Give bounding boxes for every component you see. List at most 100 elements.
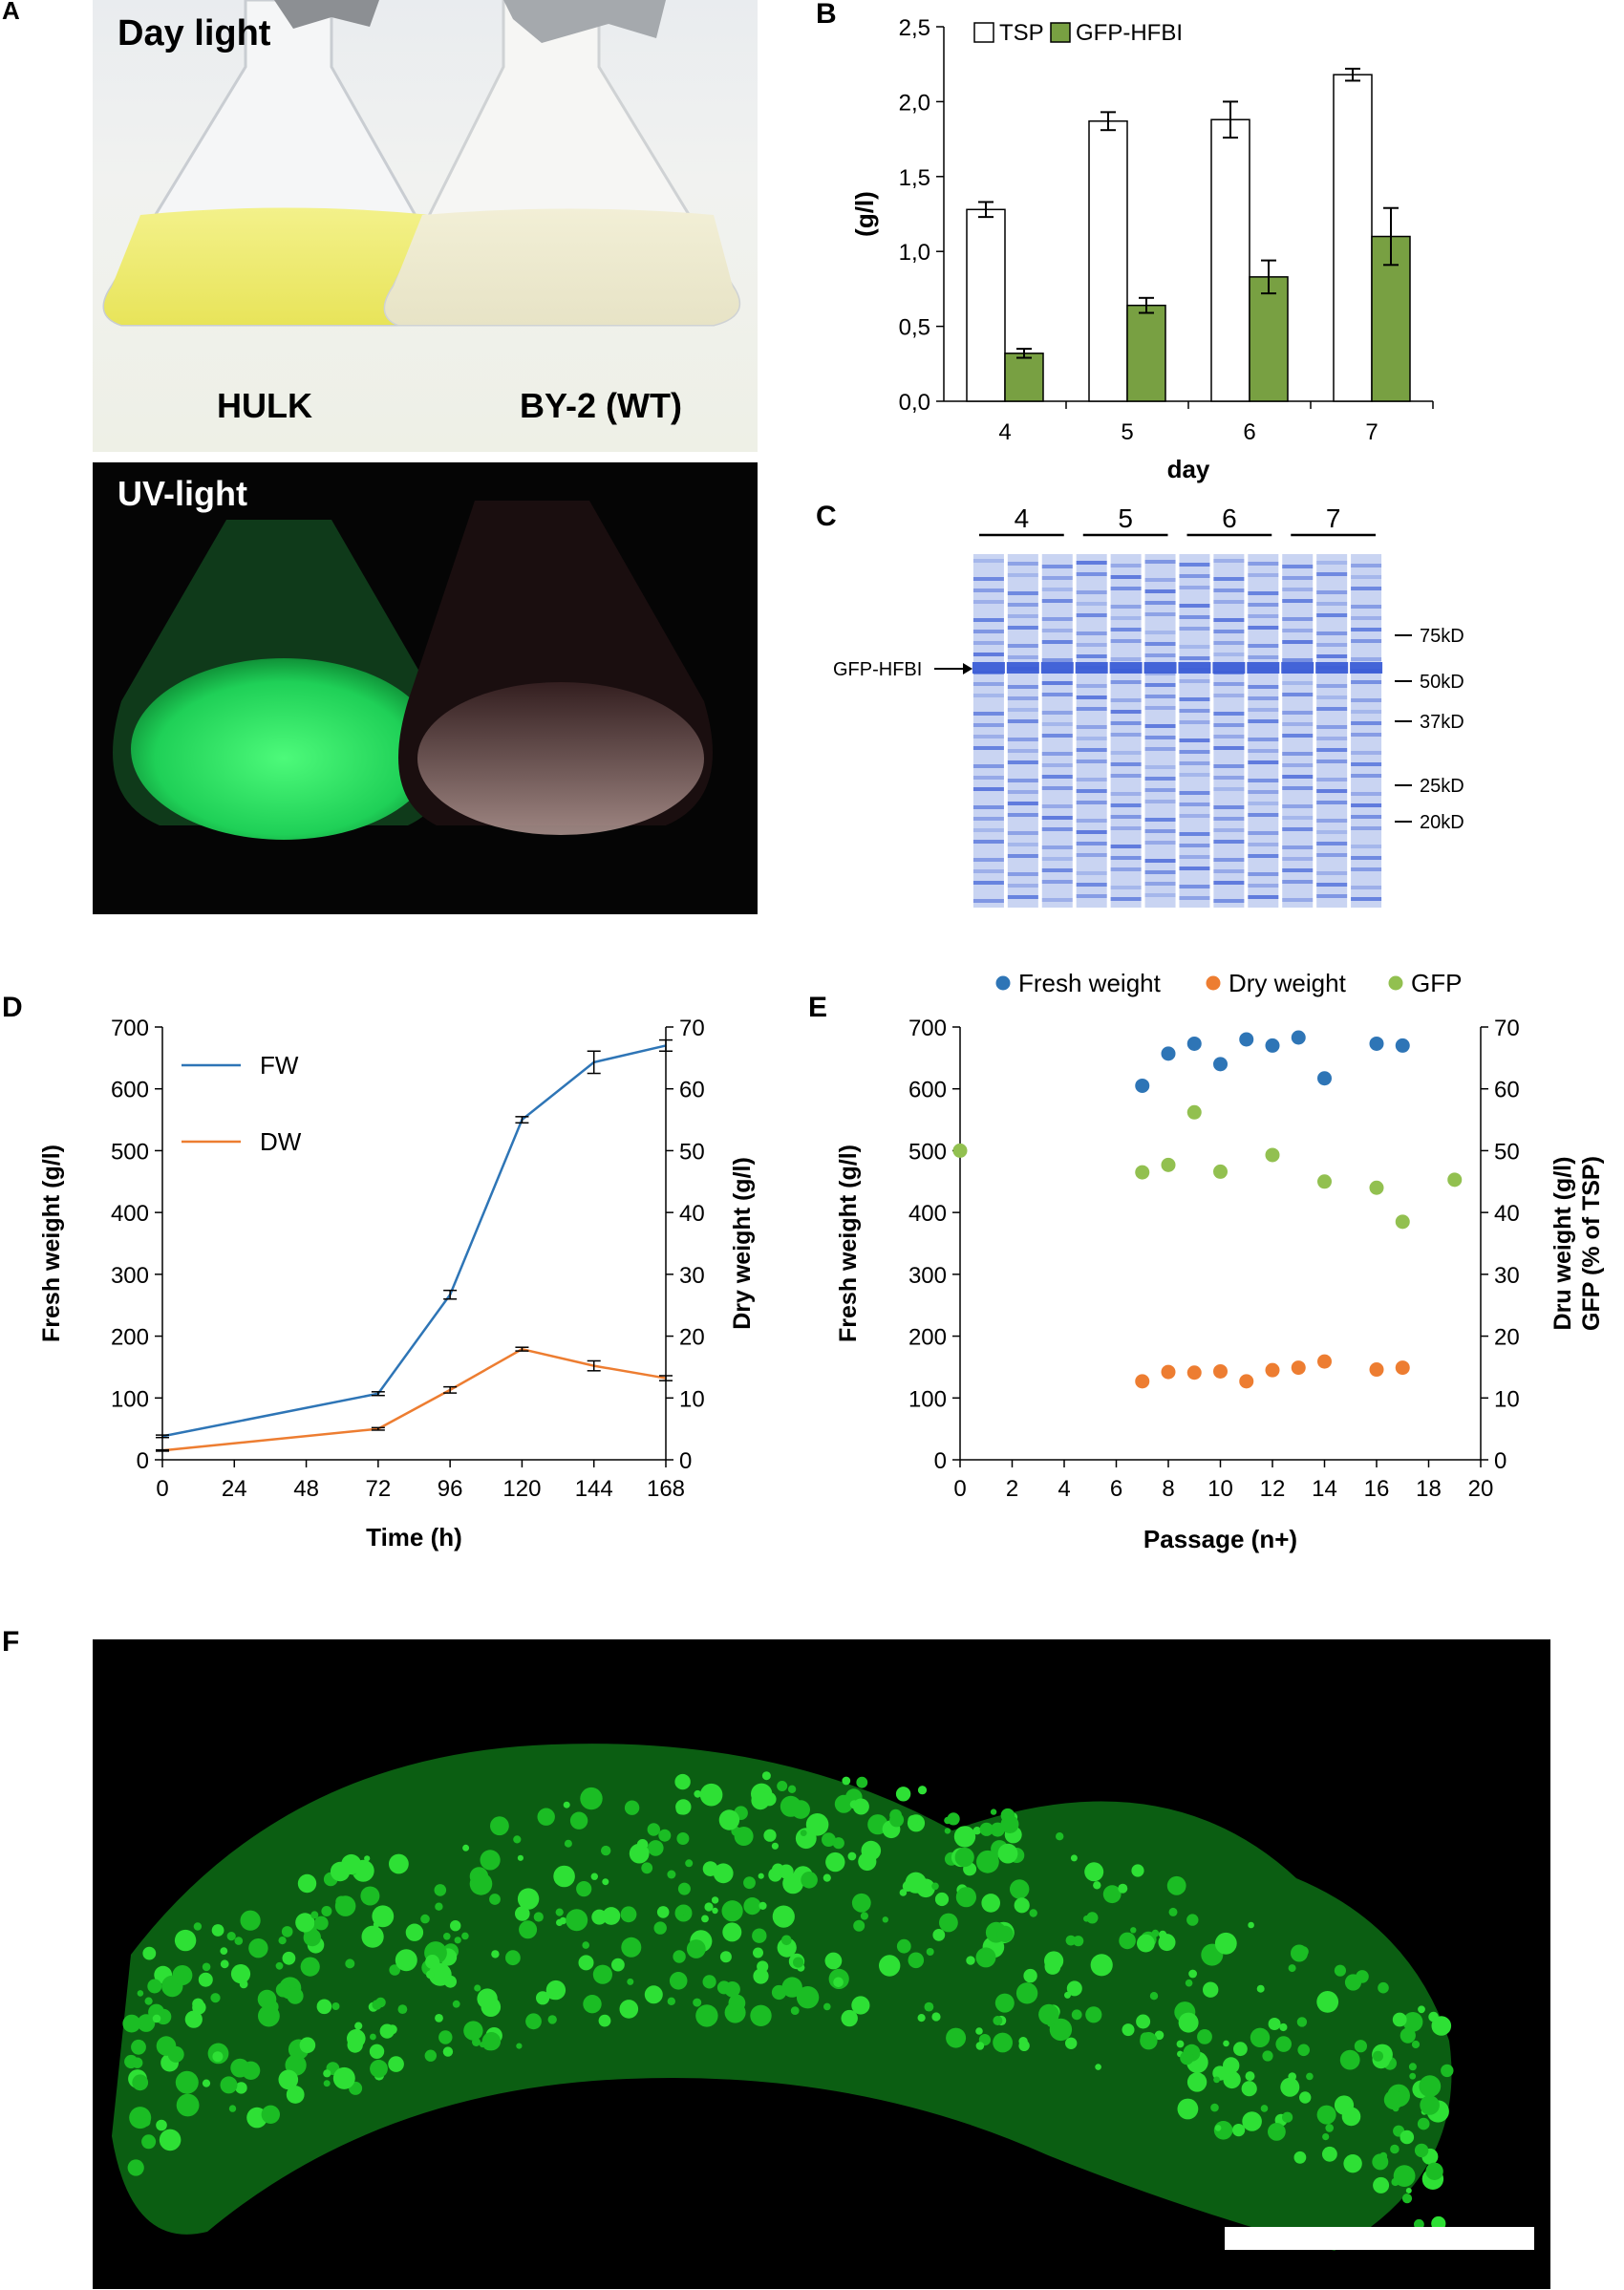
vesicle <box>763 1829 777 1842</box>
vesicle <box>713 1863 734 1884</box>
vesicle <box>452 2000 460 2008</box>
vesicle <box>647 1823 660 1836</box>
vesicle <box>979 1822 994 1836</box>
vesicle <box>310 1911 319 1919</box>
y-tick-label-left: 300 <box>111 1263 149 1289</box>
vesicle <box>323 2080 331 2087</box>
vesicle <box>1136 2014 1151 2029</box>
protein-band <box>1282 857 1314 861</box>
vesicle <box>825 1851 845 1873</box>
vesicle <box>1322 2133 1330 2141</box>
vesicle <box>1188 1969 1197 1979</box>
vesicle <box>793 1957 804 1968</box>
protein-band <box>1179 832 1210 836</box>
vesicle-group <box>122 1771 1454 2232</box>
protein-band <box>1144 870 1176 874</box>
vesicle <box>899 1889 908 1896</box>
protein-band <box>1213 881 1245 885</box>
vesicle <box>442 2046 454 2057</box>
protein-band <box>1110 698 1142 702</box>
vesicle <box>917 2014 926 2022</box>
vesicle <box>323 2069 331 2078</box>
protein-band <box>1316 801 1348 804</box>
vesicle <box>641 1862 653 1874</box>
point-dry-weight <box>1213 1363 1228 1379</box>
vesicle <box>1256 1984 1265 1993</box>
protein-band <box>1316 871 1348 875</box>
protein-band <box>1282 734 1314 738</box>
protein-band <box>1213 653 1245 656</box>
lane-group-label: 4 <box>1015 503 1030 533</box>
protein-band <box>1282 588 1314 591</box>
wt-culture <box>385 208 739 325</box>
vesicle <box>147 1979 162 1994</box>
y-tick-label-left: 700 <box>111 1016 149 1041</box>
vesicle <box>743 1876 756 1890</box>
protein-band <box>1351 815 1382 819</box>
protein-band <box>972 559 1004 563</box>
vesicle <box>1441 2064 1454 2078</box>
vesicle <box>851 1996 870 2015</box>
vesicle <box>905 1872 927 1894</box>
protein-band <box>1351 826 1382 830</box>
protein-band <box>1282 599 1314 603</box>
protein-band <box>1248 854 1279 858</box>
vesicle <box>1056 1832 1064 1841</box>
protein-band <box>1248 573 1279 577</box>
protein-band <box>1316 853 1348 857</box>
protein-band <box>972 618 1004 622</box>
protein-band <box>1282 898 1314 902</box>
vesicle <box>450 1920 461 1932</box>
marker-label: 50kD <box>1420 672 1464 693</box>
vesicle <box>1140 2032 1151 2044</box>
vesicle <box>257 1989 277 2009</box>
protein-band <box>1110 856 1142 860</box>
vesicle <box>896 1938 911 1954</box>
vesicle <box>990 1808 997 1815</box>
point-gfp <box>1161 1157 1176 1172</box>
protein-band <box>972 828 1004 832</box>
vesicle <box>1065 2037 1078 2049</box>
panel-letter-c: C <box>816 501 837 532</box>
protein-band <box>1110 762 1142 766</box>
vesicle <box>397 2004 408 2014</box>
lane-group-label: 7 <box>1326 503 1341 533</box>
vesicle <box>939 1913 958 1933</box>
vesicle <box>372 1905 395 1928</box>
protein-band <box>1076 643 1107 647</box>
protein-band <box>1213 641 1245 645</box>
vesicle <box>944 1828 951 1834</box>
protein-band <box>972 858 1004 862</box>
protein-band <box>1076 613 1107 617</box>
vesicle <box>420 1914 430 1924</box>
vesicle <box>972 1827 981 1835</box>
vesicle <box>1296 2017 1308 2027</box>
vesicle <box>753 1947 763 1958</box>
vesicle <box>620 1906 637 1923</box>
protein-band <box>1144 578 1176 582</box>
protein-band <box>1179 615 1210 619</box>
protein-band <box>1248 603 1279 607</box>
vesicle <box>1213 2076 1220 2084</box>
protein-band <box>1007 591 1038 595</box>
vesicle <box>800 1830 807 1836</box>
vesicle <box>1354 2040 1367 2053</box>
protein-band <box>1351 886 1382 889</box>
gel-lane <box>1144 554 1176 908</box>
gfp-hfbi-band <box>972 662 1005 674</box>
vesicle <box>176 2093 200 2117</box>
gfp-hfbi-band <box>1350 662 1383 674</box>
gfp-hfbi-band <box>1178 662 1211 674</box>
y-tick-label-left: 100 <box>111 1386 149 1412</box>
protein-band <box>1282 640 1314 644</box>
protein-band <box>1007 790 1038 794</box>
protein-band <box>1282 827 1314 831</box>
vesicle <box>1372 2153 1389 2171</box>
point-dry-weight <box>1161 1364 1176 1380</box>
y-tick-label-left: 0 <box>934 1448 947 1474</box>
protein-band <box>1076 631 1107 635</box>
y-tick-label-right: 30 <box>1494 1263 1520 1289</box>
vesicle <box>220 1947 228 1955</box>
protein-band <box>1076 778 1107 781</box>
vesicle <box>675 1804 687 1815</box>
